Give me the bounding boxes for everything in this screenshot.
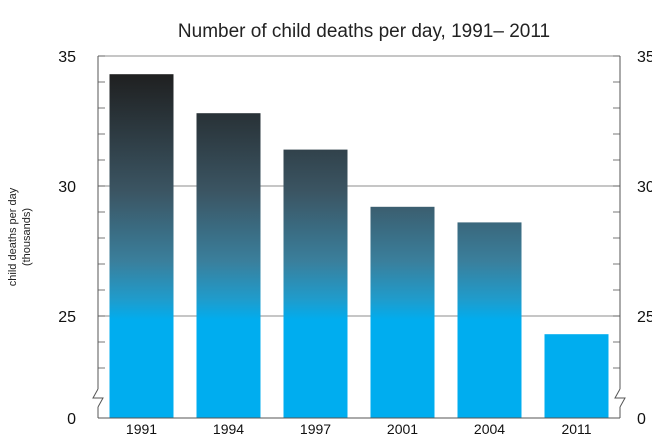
y-axis-label-line1: child deaths per day: [7, 187, 19, 286]
bars: [109, 74, 609, 418]
x-tick-labels: 1991 1994 1997 2001 2004 2011: [126, 421, 592, 437]
left-y-tick-label-0: 0: [67, 411, 76, 428]
x-tick-label-2004: 2004: [474, 421, 505, 437]
x-tick-label-1997: 1997: [300, 421, 331, 437]
bar-1991: [109, 74, 174, 418]
y-axis-label-line2: (thousands): [21, 208, 33, 266]
gridlines: [98, 55, 620, 317]
left-axis-break: [92, 388, 104, 408]
bar-1994: [196, 113, 261, 418]
chart-title: Number of child deaths per day, 1991– 20…: [178, 21, 550, 42]
bar-1997: [283, 149, 348, 418]
right-y-tick-label-25: 25: [637, 309, 652, 326]
x-tick-label-2001: 2001: [387, 421, 418, 437]
x-tick-label-1994: 1994: [213, 421, 244, 437]
y-tick-labels: 35 35 30 30 25 25 0 0: [58, 49, 652, 428]
right-y-tick-label-35: 35: [637, 49, 652, 66]
axes: [92, 55, 626, 419]
left-y-tick-label-30: 30: [58, 179, 76, 196]
bar-2004: [457, 222, 522, 418]
x-tick-label-1991: 1991: [126, 421, 157, 437]
x-tick-label-2011: 2011: [561, 421, 591, 437]
bar-2011: [544, 334, 609, 418]
right-axis-break: [614, 388, 626, 408]
right-y-tick-label-30: 30: [637, 179, 652, 196]
right-y-tick-label-0: 0: [637, 411, 646, 428]
left-y-tick-label-25: 25: [58, 309, 76, 326]
left-y-tick-label-35: 35: [58, 49, 76, 66]
bar-2001: [370, 206, 435, 418]
